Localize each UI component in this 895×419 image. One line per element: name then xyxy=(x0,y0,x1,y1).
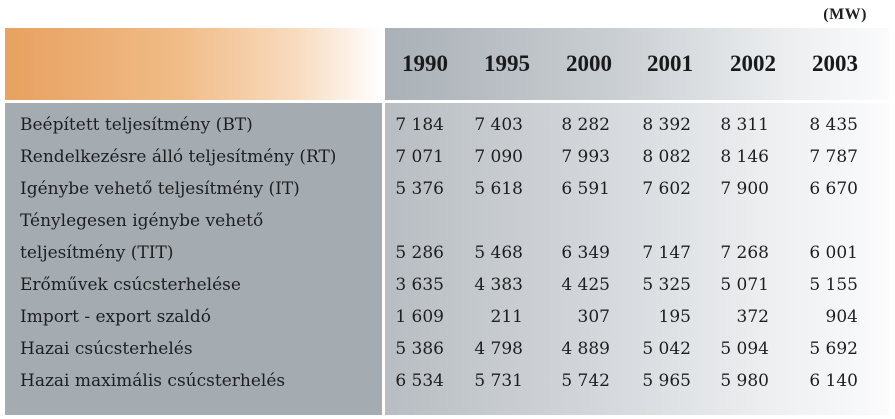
table-cell: 7 787 xyxy=(809,147,858,167)
table-cell: 6 001 xyxy=(809,243,858,263)
row-label: Rendelkezésre álló teljesítmény (RT) xyxy=(20,147,337,167)
row-label: Import - export szaldó xyxy=(20,307,211,327)
year-header-1: 1995 xyxy=(484,51,530,76)
table-cell: 6 140 xyxy=(809,371,858,391)
table-cell: 7 993 xyxy=(561,147,610,167)
table-cell: 5 731 xyxy=(474,371,523,391)
table-cell: 6 349 xyxy=(561,243,610,263)
table-cell: 904 xyxy=(825,307,858,327)
table-cell: 8 082 xyxy=(642,147,691,167)
table-cell: 8 392 xyxy=(642,115,691,135)
table-cell: 4 383 xyxy=(474,275,523,295)
row-label: Igénybe vehető teljesítmény (IT) xyxy=(20,179,300,199)
table-cell: 6 534 xyxy=(395,371,444,391)
year-header-0: 1990 xyxy=(402,51,448,76)
table-cell: 8 435 xyxy=(809,115,858,135)
table-cell: 3 635 xyxy=(395,275,444,295)
table-cell: 5 325 xyxy=(642,275,691,295)
table-cell: 7 090 xyxy=(474,147,523,167)
table-cell: 5 742 xyxy=(561,371,610,391)
table-cell: 211 xyxy=(490,307,523,327)
table-cell: 5 042 xyxy=(642,339,691,359)
table-cell: 8 282 xyxy=(561,115,610,135)
year-header-4: 2002 xyxy=(730,51,776,76)
year-header-3: 2001 xyxy=(647,51,693,76)
table-cell: 372 xyxy=(736,307,769,327)
row-label: Hazai csúcsterhelés xyxy=(20,339,193,359)
table-cell: 5 286 xyxy=(395,243,444,263)
row-label: Ténylegesen igénybe vehető xyxy=(20,211,264,231)
row-labels-column: Beépített teljesítmény (BT) Rendelkezésre… xyxy=(5,103,382,415)
table-cell: 5 386 xyxy=(395,339,444,359)
table-cell: 8 311 xyxy=(720,115,769,135)
table-cell: 7 147 xyxy=(642,243,691,263)
table-cell: 5 376 xyxy=(395,179,444,199)
row-label: teljesítmény (TIT) xyxy=(20,243,174,263)
table-cell: 5 980 xyxy=(720,371,769,391)
table-cell: 4 889 xyxy=(561,339,610,359)
table-cell: 5 468 xyxy=(474,243,523,263)
table-cell: 7 071 xyxy=(395,147,444,167)
row-label: Erőművek csúcsterhelése xyxy=(20,275,241,295)
header-divider xyxy=(382,28,385,100)
table-cell: 4 798 xyxy=(474,339,523,359)
year-header-5: 2003 xyxy=(812,51,858,76)
table-cell: 195 xyxy=(658,307,691,327)
table-cell: 307 xyxy=(577,307,610,327)
values-area: 7 184 7 403 8 282 8 392 8 311 8 435 7 071 7 090… xyxy=(385,103,889,415)
table-cell: 7 403 xyxy=(474,115,523,135)
table-cell: 5 155 xyxy=(809,275,858,295)
table-cell: 6 591 xyxy=(561,179,610,199)
row-label: Hazai maximális csúcsterhelés xyxy=(20,371,286,391)
table-cell: 1 609 xyxy=(395,307,444,327)
table-cell: 5 692 xyxy=(809,339,858,359)
unit-label: (MW) xyxy=(823,6,867,23)
table-cell: 5 071 xyxy=(720,275,769,295)
table-cell: 7 900 xyxy=(720,179,769,199)
table-cell: 7 268 xyxy=(720,243,769,263)
table-cell: 4 425 xyxy=(561,275,610,295)
body-divider xyxy=(382,103,385,415)
table-cell: 5 965 xyxy=(642,371,691,391)
table-cell: 5 618 xyxy=(474,179,523,199)
header-separator xyxy=(5,100,889,103)
table-cell: 8 146 xyxy=(720,147,769,167)
row-label: Beépített teljesítmény (BT) xyxy=(20,115,253,135)
table-cell: 5 094 xyxy=(720,339,769,359)
header-years-cell: 1990 1995 2000 2001 2002 2003 xyxy=(385,28,889,100)
year-header-2: 2000 xyxy=(566,51,612,76)
table-cell: 7 602 xyxy=(642,179,691,199)
data-table: 1990 1995 2000 2001 2002 2003 Beépített telje… xyxy=(5,28,889,415)
header-label-cell xyxy=(5,28,382,100)
table-cell: 6 670 xyxy=(809,179,858,199)
table-cell: 7 184 xyxy=(395,115,444,135)
